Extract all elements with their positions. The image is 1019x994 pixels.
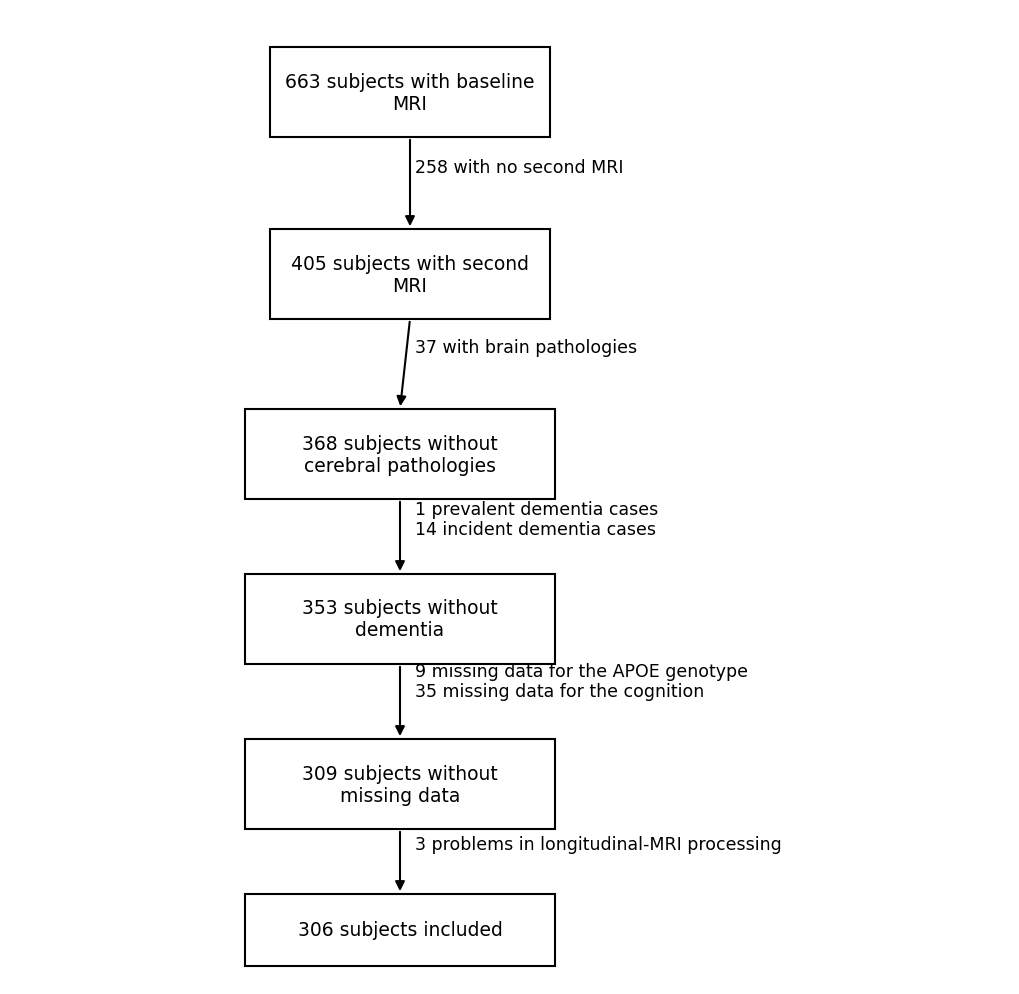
Text: 353 subjects without
dementia: 353 subjects without dementia <box>302 599 497 640</box>
Bar <box>245 740 554 829</box>
Bar <box>270 230 549 320</box>
Text: 3 problems in longitudinal-MRI processing: 3 problems in longitudinal-MRI processin… <box>415 835 781 853</box>
Text: 309 subjects without
missing data: 309 subjects without missing data <box>302 763 497 805</box>
Bar <box>270 48 549 138</box>
Text: 37 with brain pathologies: 37 with brain pathologies <box>415 339 637 357</box>
Text: 258 with no second MRI: 258 with no second MRI <box>415 159 623 177</box>
Text: 368 subjects without
cerebral pathologies: 368 subjects without cerebral pathologie… <box>302 434 497 475</box>
Bar <box>245 894 554 966</box>
Bar <box>245 410 554 500</box>
Text: 405 subjects with second
MRI: 405 subjects with second MRI <box>290 254 529 295</box>
Text: 1 prevalent dementia cases
14 incident dementia cases: 1 prevalent dementia cases 14 incident d… <box>415 500 657 539</box>
Text: 663 subjects with baseline
MRI: 663 subjects with baseline MRI <box>285 73 534 113</box>
Text: 306 subjects included: 306 subjects included <box>298 920 502 939</box>
Bar <box>245 575 554 664</box>
Text: 9 missing data for the APOE genotype
35 missing data for the cognition: 9 missing data for the APOE genotype 35 … <box>415 662 747 701</box>
